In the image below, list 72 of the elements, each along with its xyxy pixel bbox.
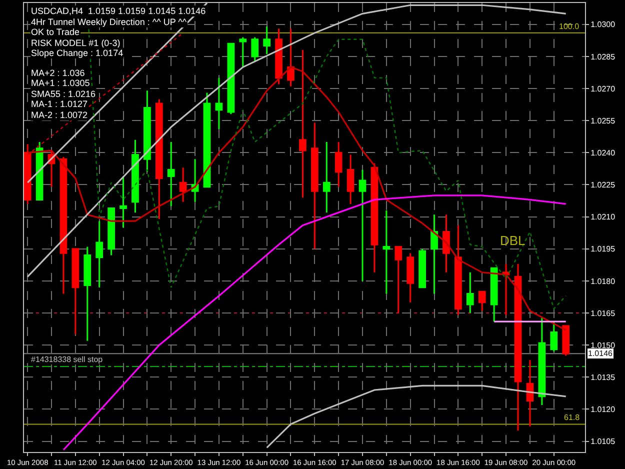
candlestick (287, 28, 294, 88)
candlestick (466, 272, 474, 314)
y-tick-label: 1.0180 (590, 276, 616, 286)
candlestick (299, 49, 306, 198)
candlestick (418, 248, 426, 288)
candlestick (144, 90, 151, 173)
candlestick (538, 316, 546, 406)
y-tick-label: 1.0270 (590, 84, 616, 94)
annotation: 61.8 (564, 413, 580, 422)
annotation: 100.0 (559, 22, 580, 31)
candlestick (334, 141, 342, 188)
candlestick (167, 141, 175, 207)
candlestick (526, 359, 534, 428)
chart-title: USDCAD,H4 1.0159 1.0159 1.0145 1.0146 (31, 6, 206, 16)
candlestick (322, 141, 330, 214)
y-tick-label: 1.0225 (590, 180, 616, 190)
candlestick (132, 139, 139, 214)
candlestick (179, 166, 187, 203)
candlestick (394, 246, 402, 314)
candlestick (96, 220, 104, 288)
candlestick (251, 36, 259, 62)
y-tick-label: 1.0255 (590, 116, 616, 126)
candlestick (227, 42, 235, 115)
annotation: MA-1 : 1.0127 (31, 99, 88, 109)
candlestick (310, 122, 318, 250)
candlestick (502, 263, 510, 316)
annotation: MA-2 : 1.0072 (31, 110, 88, 120)
candlestick (24, 143, 32, 205)
candlestick (263, 26, 270, 56)
candlestick (60, 156, 68, 295)
y-tick-label: 1.0210 (590, 212, 616, 222)
annotation: SMA55 : 1.0216 (31, 89, 96, 99)
candlestick (382, 210, 390, 295)
candlestick (514, 263, 522, 432)
candlestick (346, 154, 354, 205)
candlestick (120, 175, 127, 228)
candlestick (108, 208, 115, 256)
ref-line-label: #14318338 sell stop (31, 355, 104, 364)
y-tick-label: 1.0105 (590, 437, 616, 446)
y-tick-label: 1.0135 (590, 372, 616, 382)
candlestick (203, 92, 211, 188)
annotation: 4Hr Tunnel Weekly Direction : ^^ UP ^^ (31, 17, 188, 27)
candlestick (430, 214, 438, 295)
candlestick (72, 248, 80, 336)
y-tick-label: 1.0285 (590, 52, 616, 62)
candlestick (490, 267, 498, 322)
candlestick (191, 158, 199, 203)
candlestick (442, 214, 450, 274)
y-tick-label: 1.0195 (590, 244, 616, 254)
y-tick-label: 1.0240 (590, 148, 616, 158)
candlestick (370, 162, 378, 274)
annotation: MA+1 : 1.0305 (31, 78, 90, 88)
annotation: Slope Change : 1.0174 (31, 48, 124, 58)
candlestick (84, 246, 92, 342)
candlestick (239, 36, 247, 68)
y-tick-label: 1.0300 (590, 20, 616, 30)
annotation: RISK MODEL #1 (0-3) (31, 38, 120, 48)
candlestick (155, 98, 163, 220)
candlestick (562, 325, 570, 357)
y-tick-label: 1.0165 (590, 308, 616, 318)
candlestick (275, 28, 282, 85)
candlestick (454, 224, 462, 316)
candlestick (406, 252, 414, 304)
y-tick-label: 1.0150 (590, 340, 616, 350)
candlestick (550, 320, 558, 352)
ref-line-label: 1.0146 (588, 349, 614, 358)
candlestick (358, 169, 366, 282)
y-tick-label: 1.0120 (590, 405, 616, 414)
annotation: MA+2 : 1.036 (31, 68, 85, 78)
candlestick (478, 290, 486, 312)
candlestick (215, 77, 223, 130)
annotation: OK to Trade (31, 27, 80, 37)
